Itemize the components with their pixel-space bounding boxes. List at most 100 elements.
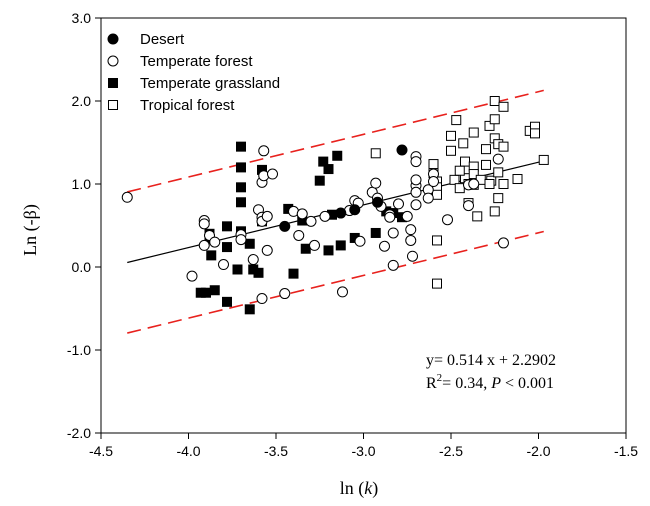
data-point	[370, 148, 381, 159]
y-tick-label: 1.0	[72, 176, 92, 192]
legend-marker	[108, 78, 118, 88]
data-point	[235, 234, 247, 246]
data-point	[405, 224, 417, 236]
data-point	[256, 293, 268, 305]
data-point	[407, 250, 418, 262]
legend-label: Temperate grassland	[140, 75, 280, 92]
legend: Desert Temperate forest Temperate grasslan…	[107, 31, 280, 114]
data-point	[493, 193, 504, 204]
p-label: P	[490, 375, 501, 392]
data-point	[446, 145, 456, 156]
data-point	[318, 156, 329, 167]
data-point	[481, 159, 491, 170]
data-point	[335, 207, 347, 219]
data-point	[332, 150, 343, 161]
r2-prefix: R	[426, 375, 437, 392]
x-tick-label: -4.5	[89, 443, 113, 459]
data-point	[222, 242, 232, 253]
data-point	[323, 245, 334, 256]
data-point	[454, 183, 465, 194]
data-point	[489, 114, 500, 125]
legend-marker	[107, 33, 119, 45]
data-point	[458, 138, 469, 149]
data-point	[314, 175, 325, 186]
data-point	[481, 144, 491, 155]
data-point	[209, 236, 221, 248]
y-tick-label: 3.0	[72, 10, 92, 26]
data-point	[279, 220, 291, 232]
data-points	[121, 96, 549, 315]
data-point	[337, 286, 348, 298]
lower-band-line	[127, 230, 544, 334]
data-point	[498, 101, 509, 112]
data-point	[432, 189, 442, 200]
data-point	[279, 288, 291, 300]
data-point	[468, 178, 480, 190]
data-point	[428, 159, 439, 170]
data-point	[446, 130, 456, 141]
data-point	[370, 227, 381, 238]
legend-label: Temperate forest	[140, 53, 253, 70]
data-point	[258, 145, 270, 157]
data-point	[472, 211, 483, 222]
data-point	[428, 176, 439, 188]
data-point	[489, 96, 500, 106]
data-point	[387, 227, 399, 239]
upper-band-line	[127, 89, 544, 193]
data-point	[410, 199, 422, 211]
legend-label: Desert	[140, 31, 185, 48]
data-point	[493, 167, 504, 178]
data-point	[236, 162, 246, 173]
data-point	[349, 204, 361, 216]
equation-label: y= 0.514 x + 2.2902	[426, 352, 556, 369]
data-point	[261, 210, 273, 222]
data-point	[387, 259, 399, 271]
data-point	[309, 239, 320, 251]
data-point	[432, 235, 442, 246]
x-tick-label: -3.0	[351, 443, 375, 459]
data-point	[498, 237, 509, 249]
legend-marker	[107, 55, 119, 67]
data-point	[186, 270, 198, 282]
data-point	[198, 239, 210, 251]
data-point	[410, 186, 422, 198]
x-tick-label: -3.5	[264, 443, 288, 459]
data-point	[244, 304, 255, 315]
data-point	[498, 141, 509, 152]
data-point	[253, 267, 264, 278]
r2-value: = 0.34,	[442, 375, 491, 392]
legend-marker	[108, 100, 118, 110]
data-point	[460, 156, 470, 167]
data-point	[209, 285, 220, 296]
data-point	[300, 243, 311, 254]
data-point	[410, 156, 422, 168]
data-point	[484, 179, 495, 189]
data-point	[247, 254, 259, 266]
data-point	[267, 168, 278, 180]
data-point	[422, 192, 434, 204]
data-point	[442, 214, 453, 226]
data-point	[323, 164, 334, 175]
data-point	[206, 250, 217, 261]
data-point	[393, 198, 404, 210]
r2-superscript: 2	[437, 372, 443, 384]
data-point	[305, 215, 317, 227]
data-point	[384, 211, 396, 223]
data-point	[489, 206, 500, 217]
data-point	[492, 153, 504, 165]
data-point	[236, 141, 246, 152]
axis-ticks: -4.5 -4.0 -3.5 -3.0 -2.5 -2.0 -1.5 -2.0 -1.0 0.0 1…	[67, 10, 638, 459]
data-point	[335, 240, 346, 251]
data-point	[121, 191, 133, 203]
data-point	[379, 240, 390, 252]
data-point	[296, 208, 308, 220]
data-point	[451, 115, 462, 126]
data-point	[449, 174, 460, 185]
x-axis-title: ln (k)	[340, 478, 379, 499]
data-point	[218, 259, 229, 271]
data-point	[288, 268, 299, 279]
y-tick-label: -2.0	[67, 425, 91, 441]
data-point	[261, 244, 273, 256]
data-point	[370, 177, 382, 189]
